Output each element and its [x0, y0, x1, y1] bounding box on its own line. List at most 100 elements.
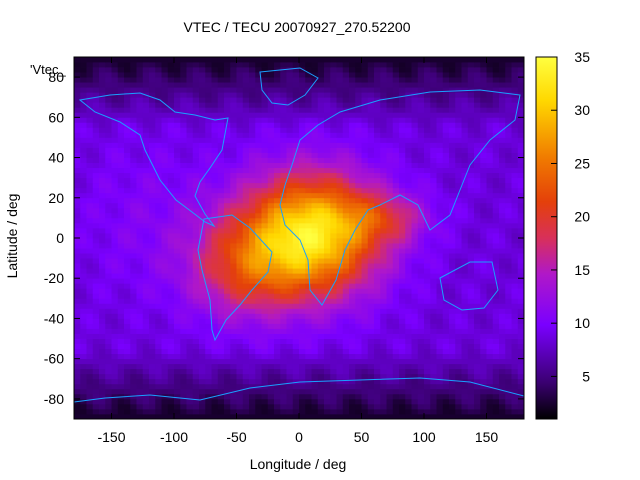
heatmap-cell [386, 172, 394, 179]
heatmap-cell [336, 383, 344, 390]
heatmap-cell [399, 353, 406, 360]
heatmap-cell [317, 117, 325, 123]
heatmap-cell [486, 212, 494, 219]
heatmap-cell [230, 72, 237, 78]
heatmap-cell [117, 373, 125, 380]
heatmap-cell [117, 147, 125, 153]
heatmap-cell [186, 258, 194, 264]
heatmap-cell [305, 177, 312, 184]
heatmap-cell [486, 363, 494, 370]
heatmap-cell [80, 263, 87, 269]
heatmap-cell [161, 157, 169, 163]
heatmap-cell [142, 273, 150, 279]
heatmap-cell [299, 363, 306, 370]
heatmap-cell [74, 383, 81, 390]
heatmap-cell [130, 72, 137, 78]
heatmap-cell [424, 172, 431, 179]
heatmap-cell [336, 192, 344, 199]
heatmap-cell [505, 253, 512, 259]
heatmap-cell [417, 97, 425, 103]
heatmap-cell [442, 283, 450, 289]
heatmap-cell [92, 147, 100, 153]
heatmap-cell [142, 303, 150, 309]
heatmap-cell [105, 273, 112, 279]
heatmap-cell [442, 192, 450, 199]
heatmap-cell [405, 348, 412, 355]
heatmap-cell [392, 147, 400, 153]
heatmap-cell [230, 293, 237, 299]
heatmap-cell [367, 243, 375, 249]
heatmap-cell [449, 293, 456, 299]
heatmap-cell [86, 353, 94, 360]
heatmap-cell [211, 353, 219, 360]
heatmap-cell [255, 102, 262, 108]
heatmap-cell [349, 278, 356, 284]
heatmap-cell [211, 87, 219, 93]
heatmap-cell [205, 142, 212, 148]
heatmap-cell [299, 132, 306, 138]
heatmap-cell [261, 167, 269, 174]
heatmap-cell [92, 162, 100, 169]
heatmap-cell [355, 132, 362, 138]
heatmap-cell [211, 137, 219, 143]
heatmap-cell [342, 232, 350, 239]
heatmap-cell [330, 222, 337, 229]
heatmap-cell [342, 373, 350, 380]
heatmap-cell [74, 413, 81, 419]
heatmap-cell [299, 388, 306, 395]
heatmap-cell [186, 248, 194, 254]
heatmap-cell [480, 378, 487, 385]
heatmap-cell [349, 197, 356, 204]
heatmap-cell [311, 152, 319, 158]
heatmap-cell [449, 107, 456, 113]
heatmap-cell [480, 202, 487, 209]
heatmap-cell [105, 378, 112, 385]
heatmap-cell [386, 87, 394, 93]
heatmap-cell [136, 373, 144, 380]
heatmap-cell [480, 132, 487, 138]
heatmap-cell [324, 393, 331, 400]
heatmap-cell [80, 127, 87, 133]
heatmap-cell [330, 182, 337, 189]
heatmap-cell [99, 398, 106, 405]
heatmap-cell [86, 393, 94, 400]
heatmap-cell [74, 152, 81, 158]
heatmap-cell [174, 403, 181, 410]
heatmap-cell [274, 313, 281, 319]
heatmap-cell [317, 383, 325, 390]
heatmap-cell [217, 147, 225, 153]
heatmap-cell [211, 248, 219, 254]
heatmap-cell [142, 388, 150, 395]
heatmap-cell [86, 333, 94, 339]
heatmap-cell [361, 368, 369, 375]
heatmap-cell [430, 283, 437, 289]
heatmap-cell [380, 258, 387, 264]
heatmap-cell [267, 152, 275, 158]
heatmap-cell [324, 82, 331, 88]
heatmap-cell [199, 383, 206, 390]
heatmap-cell [130, 202, 137, 209]
heatmap-cell [342, 283, 350, 289]
heatmap-cell [517, 112, 524, 118]
heatmap-cell [299, 328, 306, 334]
heatmap-cell [305, 192, 312, 199]
heatmap-cell [324, 137, 331, 143]
heatmap-cell [105, 253, 112, 259]
heatmap-cell [242, 303, 250, 309]
heatmap-cell [130, 293, 137, 299]
heatmap-cell [261, 112, 269, 118]
heatmap-cell [242, 117, 250, 123]
heatmap-cell [286, 303, 294, 309]
heatmap-cell [355, 268, 362, 274]
heatmap-cell [505, 338, 512, 344]
heatmap-cell [305, 338, 312, 344]
heatmap-cell [92, 222, 100, 229]
heatmap-cell [511, 212, 519, 219]
heatmap-cell [305, 142, 312, 148]
heatmap-cell [249, 413, 256, 419]
heatmap-cell [161, 87, 169, 93]
heatmap-cell [480, 177, 487, 184]
heatmap-cell [167, 353, 175, 360]
heatmap-cell [499, 303, 506, 309]
